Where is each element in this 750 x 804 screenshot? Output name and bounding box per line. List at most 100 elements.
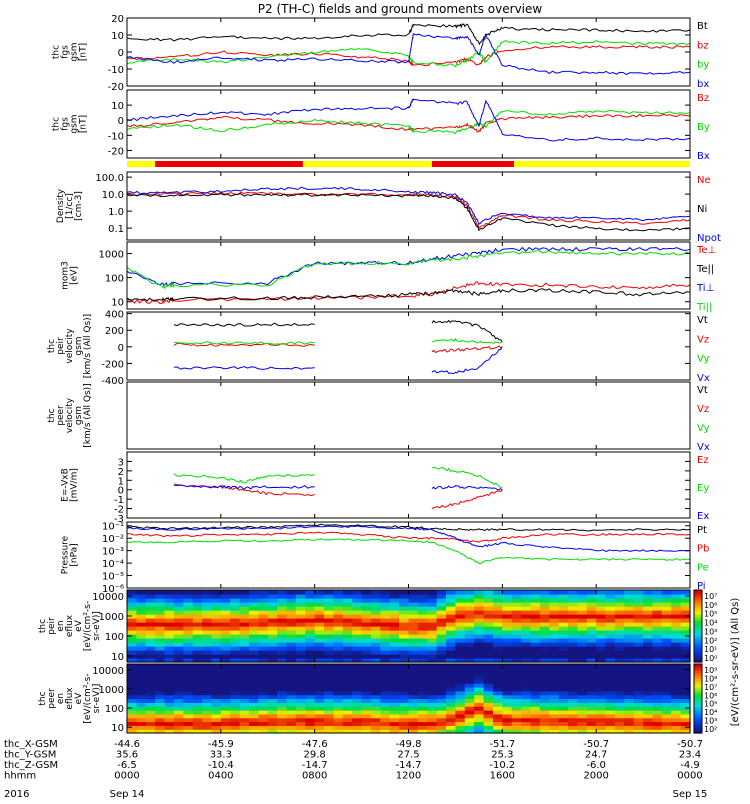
heatmap-cell bbox=[643, 614, 654, 619]
heatmap-cell bbox=[521, 630, 532, 635]
heatmap-cell bbox=[577, 706, 588, 711]
heatmap-cell bbox=[652, 606, 663, 611]
heatmap-cell bbox=[164, 614, 175, 619]
heatmap-cell bbox=[661, 683, 672, 688]
heatmap-cell bbox=[464, 687, 475, 692]
heatmap-cell bbox=[220, 706, 231, 711]
heatmap-cell bbox=[164, 717, 175, 723]
heatmap-cell bbox=[399, 634, 410, 639]
heatmap-cell bbox=[455, 690, 466, 696]
heatmap-cell bbox=[427, 664, 438, 669]
heatmap-cell bbox=[408, 664, 419, 669]
y-tick-label: 100 bbox=[105, 632, 124, 643]
heatmap-cell bbox=[643, 590, 654, 595]
heatmap-cell bbox=[145, 614, 156, 619]
heatmap-cell bbox=[661, 626, 672, 631]
heatmap-cell bbox=[286, 626, 297, 631]
colorbar-cell bbox=[694, 724, 702, 728]
heatmap-cell bbox=[661, 594, 672, 599]
heatmap-cell bbox=[305, 690, 316, 696]
heatmap-cell bbox=[530, 594, 541, 599]
y-tick-label: -20 bbox=[108, 82, 124, 93]
heatmap-cell bbox=[568, 671, 578, 677]
heatmap-cell bbox=[333, 650, 344, 655]
heatmap-cell bbox=[370, 594, 381, 599]
heatmap-cell bbox=[652, 650, 663, 655]
heatmap-cell bbox=[305, 694, 316, 700]
heatmap-cell bbox=[577, 729, 588, 734]
heatmap-cell bbox=[248, 694, 259, 700]
heatmap-cell bbox=[389, 687, 400, 692]
heatmap-cell bbox=[352, 610, 363, 615]
heatmap-cell bbox=[267, 594, 278, 599]
heatmap-cell bbox=[267, 667, 278, 673]
y-tick-label: 0 bbox=[118, 116, 124, 127]
heatmap-cell bbox=[145, 646, 156, 651]
heatmap-cell bbox=[399, 614, 410, 619]
panel-frame bbox=[126, 17, 691, 87]
heatmap-cell bbox=[577, 622, 588, 627]
heatmap-cell bbox=[605, 710, 616, 715]
heatmap-cell bbox=[305, 654, 316, 659]
y-tick-label: 1 bbox=[118, 476, 124, 487]
orbit-value: 24.7 bbox=[585, 750, 607, 761]
heatmap-cell bbox=[352, 658, 363, 663]
legend-label-Ne: Ne bbox=[697, 175, 711, 186]
colorbar-cell bbox=[694, 695, 702, 700]
heatmap-cell bbox=[352, 687, 363, 692]
heatmap-cell bbox=[380, 671, 391, 677]
heatmap-cell bbox=[145, 654, 156, 659]
heatmap-cell bbox=[324, 602, 335, 607]
heatmap-cell bbox=[380, 721, 391, 726]
heatmap-cell bbox=[192, 721, 203, 726]
series-line-Vx bbox=[431, 346, 503, 375]
heatmap-cell bbox=[436, 646, 447, 651]
heatmap-cell bbox=[446, 725, 457, 730]
heatmap-cell bbox=[164, 721, 175, 726]
heatmap-cell bbox=[417, 606, 428, 611]
heatmap-cell bbox=[277, 658, 288, 663]
heatmap-cell bbox=[436, 717, 447, 723]
heatmap-cell bbox=[492, 594, 503, 599]
heatmap-cell bbox=[155, 683, 166, 688]
heatmap-cell bbox=[136, 642, 147, 647]
heatmap-cell bbox=[239, 717, 250, 723]
heatmap-cell bbox=[342, 590, 353, 595]
heatmap-cell bbox=[427, 671, 438, 677]
heatmap-cell bbox=[586, 675, 597, 680]
heatmap-cell bbox=[248, 710, 259, 715]
heatmap-cell bbox=[380, 622, 391, 627]
heatmap-cell bbox=[220, 622, 231, 627]
heatmap-cell bbox=[539, 594, 550, 599]
heatmap-cell bbox=[624, 626, 635, 631]
heatmap-cell bbox=[286, 654, 297, 659]
heatmap-cell bbox=[436, 713, 447, 719]
heatmap-cell bbox=[643, 654, 654, 659]
heatmap-cell bbox=[633, 646, 644, 651]
heatmap-cell bbox=[671, 729, 682, 734]
heatmap-cell bbox=[230, 650, 241, 655]
y-axis-label: eV bbox=[74, 619, 84, 632]
heatmap-cell bbox=[492, 634, 503, 639]
heatmap-cell bbox=[539, 687, 550, 692]
heatmap-cell bbox=[652, 598, 663, 603]
heatmap-cell bbox=[352, 698, 363, 703]
heatmap-cell bbox=[361, 694, 372, 700]
heatmap-cell bbox=[239, 675, 250, 680]
heatmap-cell bbox=[539, 626, 550, 631]
series-line-Ey bbox=[173, 473, 315, 484]
heatmap-cell bbox=[530, 717, 541, 723]
heatmap-cell bbox=[324, 694, 335, 700]
heatmap-cell bbox=[277, 630, 288, 635]
series-line-Vy bbox=[431, 338, 503, 344]
y-tick-label: 100 bbox=[105, 704, 124, 715]
heatmap-cell bbox=[633, 658, 644, 663]
heatmap-cell bbox=[370, 687, 381, 692]
heatmap-cell bbox=[605, 721, 616, 726]
heatmap-cell bbox=[295, 725, 306, 730]
heatmap-cell bbox=[145, 618, 156, 623]
heatmap-cell bbox=[230, 634, 241, 639]
heatmap-cell bbox=[577, 598, 588, 603]
heatmap-cell bbox=[342, 602, 353, 607]
y-axis-label: [eV/(cm²-s- bbox=[83, 601, 93, 651]
